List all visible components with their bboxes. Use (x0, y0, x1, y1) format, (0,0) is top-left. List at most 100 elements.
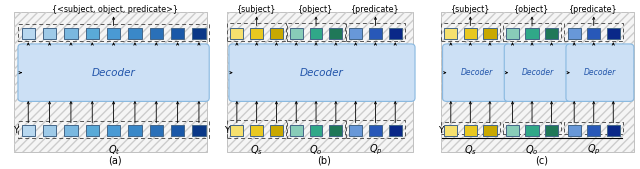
Bar (587, 125, 600, 137)
Bar (287, 120, 345, 138)
Bar (270, 28, 283, 39)
Bar (290, 28, 303, 39)
Text: $Q_s$: $Q_s$ (250, 143, 263, 157)
Bar (607, 125, 620, 137)
Bar (64, 28, 77, 39)
Bar (287, 23, 345, 41)
Bar (250, 28, 263, 39)
Text: $Q_p$: $Q_p$ (369, 143, 382, 157)
Bar (388, 125, 402, 137)
Text: {predicate}: {predicate} (351, 5, 400, 14)
Bar (506, 125, 519, 137)
Bar (128, 125, 141, 137)
Bar (107, 125, 120, 137)
Bar (463, 125, 477, 137)
Bar (545, 125, 558, 137)
Bar (192, 28, 205, 39)
Bar (463, 28, 477, 39)
Bar (19, 24, 209, 41)
Text: $Q_p$: $Q_p$ (587, 143, 600, 157)
Text: $Q_t$: $Q_t$ (108, 143, 121, 157)
Bar (444, 28, 458, 39)
Bar (607, 28, 620, 39)
Text: {object}: {object} (298, 5, 333, 14)
Bar (107, 28, 120, 39)
Text: {object}: {object} (515, 5, 550, 14)
Bar (349, 125, 362, 137)
Bar (230, 28, 243, 39)
Bar (440, 12, 634, 152)
FancyBboxPatch shape (229, 44, 415, 101)
Text: $Q_o$: $Q_o$ (525, 143, 539, 157)
Bar (43, 28, 56, 39)
Bar (440, 12, 634, 152)
Bar (230, 125, 243, 137)
Bar (346, 23, 404, 41)
Bar (150, 28, 163, 39)
Bar (564, 23, 623, 41)
Bar (310, 28, 323, 39)
Bar (525, 125, 539, 137)
Bar (568, 28, 581, 39)
Text: Decoder: Decoder (522, 68, 554, 77)
Bar (330, 28, 342, 39)
Bar (250, 125, 263, 137)
Text: Y: Y (13, 126, 19, 136)
Bar (346, 120, 404, 138)
Bar (564, 122, 623, 134)
Bar (525, 28, 539, 39)
Bar (43, 125, 56, 137)
Bar (369, 28, 382, 39)
Text: Decoder: Decoder (584, 68, 616, 77)
Text: {<subject, object, predicate>}: {<subject, object, predicate>} (52, 5, 178, 14)
Bar (86, 125, 99, 137)
Bar (227, 12, 413, 152)
Text: (b): (b) (317, 156, 331, 166)
Bar (14, 12, 207, 152)
Bar (86, 28, 99, 39)
Text: (c): (c) (535, 156, 548, 166)
Bar (192, 125, 205, 137)
Bar (503, 23, 561, 41)
Bar (330, 125, 342, 137)
Bar (568, 125, 581, 137)
Bar (171, 125, 184, 137)
Bar (290, 125, 303, 137)
Bar (503, 122, 561, 134)
Bar (19, 122, 209, 138)
Bar (227, 120, 286, 138)
Bar (506, 28, 519, 39)
Bar (270, 125, 283, 137)
Text: Decoder: Decoder (300, 68, 344, 78)
Bar (369, 125, 382, 137)
Bar (14, 12, 207, 152)
Bar (64, 125, 77, 137)
Bar (171, 28, 184, 39)
Text: {predicate}: {predicate} (570, 5, 618, 14)
Text: $Q_o$: $Q_o$ (309, 143, 323, 157)
Text: Decoder: Decoder (92, 68, 136, 78)
Bar (441, 122, 500, 134)
Bar (227, 23, 286, 41)
Text: {subject}: {subject} (451, 5, 490, 14)
Text: (a): (a) (108, 156, 122, 166)
Text: Y: Y (438, 126, 444, 136)
Bar (444, 125, 458, 137)
FancyBboxPatch shape (18, 44, 209, 101)
Text: {subject}: {subject} (237, 5, 276, 14)
FancyBboxPatch shape (566, 44, 634, 101)
Bar (441, 23, 500, 41)
Bar (22, 28, 35, 39)
FancyBboxPatch shape (443, 44, 511, 101)
Bar (310, 125, 323, 137)
Bar (587, 28, 600, 39)
Bar (388, 28, 402, 39)
Bar (150, 125, 163, 137)
Text: Decoder: Decoder (460, 68, 493, 77)
Text: Y: Y (224, 126, 230, 136)
Text: $Q_s$: $Q_s$ (464, 143, 477, 157)
Bar (545, 28, 558, 39)
Bar (227, 12, 413, 152)
Bar (128, 28, 141, 39)
Bar (22, 125, 35, 137)
